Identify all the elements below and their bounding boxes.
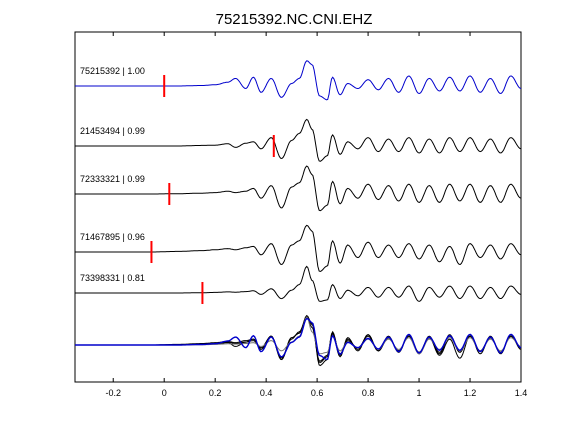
x-tick-label: 0.6 <box>311 388 324 398</box>
trace-line <box>75 60 522 101</box>
x-tick-label: 1.4 <box>515 388 528 398</box>
chart-title: 75215392.NC.CNI.EHZ <box>216 11 373 28</box>
x-tick-label: 1 <box>417 388 422 398</box>
trace-line <box>75 118 522 162</box>
x-tick-label: -0.2 <box>105 388 121 398</box>
x-tick-label: 1.2 <box>464 388 477 398</box>
x-tick-label: 0.4 <box>260 388 273 398</box>
overlay-stack <box>75 314 522 367</box>
x-tick-label: 0.2 <box>209 388 222 398</box>
x-axis: -0.2 0 0.2 0.4 0.6 0.8 1 1.2 1.4 <box>105 32 527 398</box>
trace-label: 21453494 | 0.99 <box>80 126 145 136</box>
overlay-trace <box>75 316 522 362</box>
trace-label: 71467895 | 0.96 <box>80 232 145 242</box>
trace-label: 73398331 | 0.81 <box>80 273 145 283</box>
trace-label: 72333321 | 0.99 <box>80 174 145 184</box>
overlay-trace <box>75 314 522 364</box>
trace-label: 75215392 | 1.00 <box>80 66 145 76</box>
trace-line <box>75 265 522 302</box>
x-tick-label: 0 <box>162 388 167 398</box>
x-tick-label: 0.8 <box>362 388 375 398</box>
axes-frame <box>74 31 522 383</box>
trace-stack: 75215392 | 1.00 21453494 | 0.99 72333321 |… <box>75 60 522 304</box>
trace-line <box>75 165 522 212</box>
trace-line <box>75 224 522 273</box>
overlay-trace <box>75 317 522 361</box>
